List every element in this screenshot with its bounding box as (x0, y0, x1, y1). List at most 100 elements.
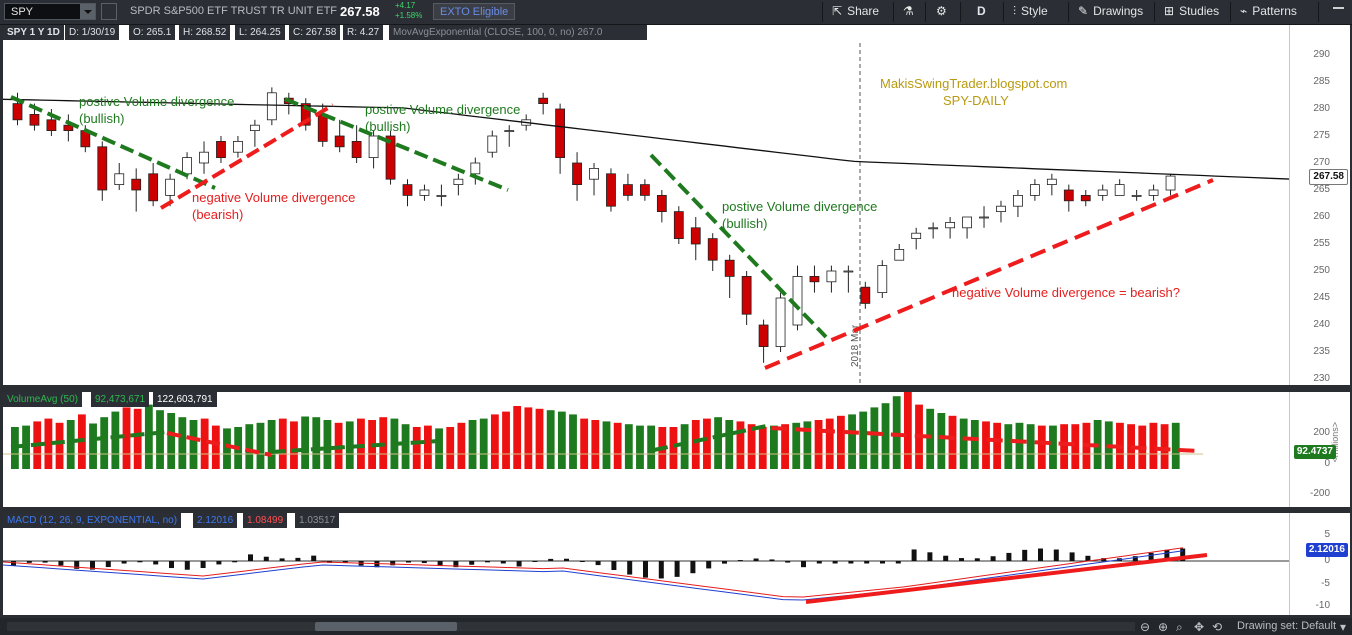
volume-bar (412, 427, 421, 469)
candle (12, 103, 23, 121)
volume-study-label[interactable]: VolumeAvg (50) (3, 392, 82, 407)
candle (589, 167, 599, 180)
macd-study-label[interactable]: MACD (12, 26, 9, EXPONENTIAL, no) (3, 513, 182, 528)
volume-axis[interactable]: 2001000-200 <millions> 92.4737 (1289, 392, 1350, 507)
macd-histogram-bar (295, 557, 301, 561)
share-button[interactable]: ⇱ Share (832, 4, 879, 18)
price-axis[interactable]: 290 285 280 275 270 265 260 255 250 245 240 235 230 … (1289, 25, 1350, 385)
macd-histogram-bar (500, 561, 506, 564)
aggregation-button[interactable]: D (977, 4, 986, 18)
macd-histogram-bar (200, 561, 206, 569)
zoom-out-icon[interactable]: ⊖ (1140, 620, 1151, 634)
candle (843, 270, 854, 273)
volume-bar (223, 428, 231, 469)
macd-histogram-bar (311, 555, 317, 561)
symbol-period[interactable]: SPY 1 Y 1D (3, 25, 64, 40)
flask-icon: ⚗ (903, 4, 914, 18)
zoom-icon[interactable]: ⌕ (1176, 620, 1183, 634)
macd-histogram-bar (105, 561, 111, 568)
studies-button[interactable]: ⊞ Studies (1164, 4, 1219, 18)
macd-histogram-bar (232, 561, 238, 563)
volume-bar (144, 404, 153, 469)
axis-tick: 265 (1313, 184, 1330, 195)
drawings-button[interactable]: ✎ Drawings (1078, 4, 1143, 18)
gear-icon: ⚙ (936, 4, 947, 18)
symbol-dropdown-icon[interactable] (80, 4, 95, 19)
green-divergence-line-3 (649, 153, 828, 339)
candle (470, 162, 481, 175)
symbol-input[interactable]: SPY (4, 3, 96, 20)
macd-histogram-bar (437, 561, 443, 567)
macd-histogram-bar (153, 561, 159, 565)
volume-chart[interactable]: VolumeAvg (50) 92,473,671 122,603,791 (3, 392, 1289, 507)
candle (555, 108, 566, 158)
volume-bar (814, 420, 823, 469)
toolbar-separator (1068, 2, 1069, 22)
macd-histogram-bar (737, 560, 743, 562)
macd-histogram-bar (1180, 548, 1186, 561)
toolbar-separator (960, 2, 961, 22)
ohlc-high: H: 268.52 (179, 25, 231, 40)
settings-button[interactable]: ⚙ (936, 4, 952, 18)
flask-button[interactable]: ⚗ (903, 4, 919, 18)
macd-histogram-bar (1053, 549, 1059, 561)
volume-bar (513, 406, 522, 469)
candle (1046, 178, 1057, 185)
volume-bar (111, 411, 120, 469)
price-change-abs: +4.17 (395, 1, 416, 10)
zoom-in-icon[interactable]: ⊕ (1158, 620, 1169, 634)
price-chart[interactable]: 2018 Mar postive Volume divergence (bull… (3, 25, 1289, 385)
axis-tick: 285 (1313, 76, 1330, 87)
volume-bar (167, 413, 176, 469)
volume-bar (669, 427, 678, 469)
candle (623, 184, 633, 196)
candle (300, 103, 311, 126)
ema-100-line (3, 98, 1289, 180)
candle (860, 286, 871, 304)
scrollbar-thumb[interactable] (315, 622, 457, 631)
volume-bar (703, 418, 711, 469)
volume-bar (211, 425, 220, 469)
candle (724, 259, 735, 277)
macd-histogram-bar (706, 561, 712, 569)
style-button[interactable]: ⫶ Style (1013, 4, 1048, 19)
macd-histogram-bar (548, 558, 554, 561)
macd-axis[interactable]: 5 0 -5 -10 2.12016 (1289, 513, 1350, 615)
candle (148, 173, 159, 202)
macd-histogram-bar (137, 561, 143, 563)
macd-line (3, 550, 1184, 601)
volume-bar (22, 425, 30, 469)
minimize-icon[interactable] (1333, 7, 1344, 9)
macd-chart[interactable]: MACD (12, 26, 9, EXPONENTIAL, no) 2.1201… (3, 513, 1289, 615)
macd-histogram-bar (390, 561, 396, 566)
volume-bar (256, 422, 265, 469)
link-icon[interactable] (101, 3, 117, 20)
volume-bar (156, 410, 164, 469)
macd-histogram-bar (801, 561, 806, 568)
candle (63, 124, 74, 131)
volume-bar (89, 423, 97, 469)
volume-bar (468, 420, 477, 469)
candle (1165, 175, 1176, 191)
volume-bar (859, 411, 868, 469)
macd-histogram-bar (485, 561, 490, 563)
patterns-button[interactable]: ⌁ Patterns (1240, 4, 1297, 18)
candle (928, 227, 939, 230)
chevron-down-icon[interactable]: ▾ (1340, 620, 1347, 634)
exto-eligible-badge[interactable]: EXTO Eligible (433, 3, 516, 20)
drawing-set-label[interactable]: Drawing set: Default (1237, 620, 1337, 632)
horizontal-scrollbar[interactable] (7, 622, 1135, 631)
candle (233, 141, 243, 153)
volume-bar (557, 411, 566, 469)
volume-bar (1171, 422, 1180, 469)
reset-zoom-icon[interactable]: ⟲ (1212, 620, 1223, 634)
macd-histogram-bar (658, 561, 664, 579)
candle (368, 135, 379, 159)
axis-tick: -200 (1309, 488, 1330, 499)
volume-bar (1060, 424, 1069, 469)
volume-bar (178, 417, 187, 469)
volume-bar (479, 418, 488, 469)
ema-study-label[interactable]: MovAvgExponential (CLOSE, 100, 0, no) 26… (389, 25, 647, 40)
pan-icon[interactable]: ✥ (1194, 620, 1205, 634)
volume-bar (602, 421, 611, 469)
